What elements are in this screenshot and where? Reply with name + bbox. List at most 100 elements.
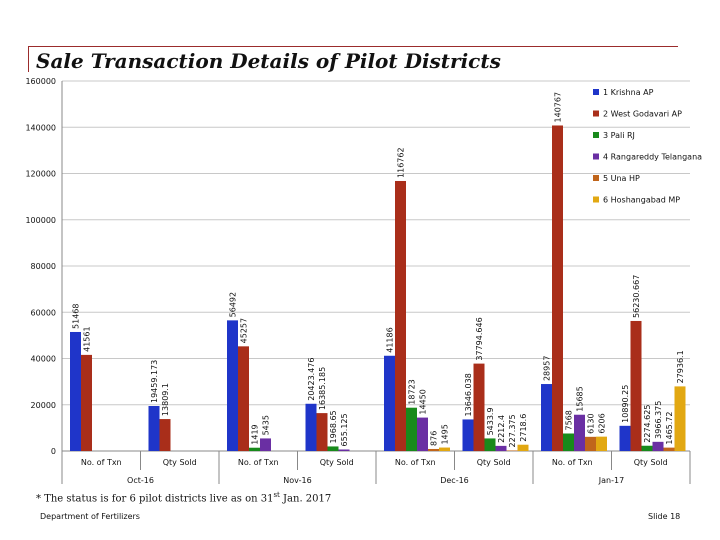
bar <box>574 414 585 451</box>
y-tick-label: 40000 <box>31 355 56 364</box>
bar <box>563 433 574 451</box>
bar <box>148 406 160 451</box>
bar <box>338 449 350 451</box>
data-label: 41561 <box>83 326 92 351</box>
bar <box>316 413 328 451</box>
y-tick-label: 80000 <box>31 262 56 271</box>
metric-label: Qty Sold <box>477 458 511 467</box>
data-label: 56492 <box>229 292 238 317</box>
bar <box>395 180 406 452</box>
bar <box>506 450 518 451</box>
data-label: 37794.646 <box>475 317 484 360</box>
month-label: Oct-16 <box>127 476 154 485</box>
bar <box>674 386 686 451</box>
legend-label: 6 Hoshangabad MP <box>603 196 680 205</box>
data-label: 5435 <box>262 415 271 435</box>
legend-swatch <box>593 175 599 181</box>
data-label: 116762 <box>397 147 406 178</box>
legend-label: 2 West Godavari AP <box>603 110 682 119</box>
legend-swatch <box>593 110 599 117</box>
bar <box>652 441 664 451</box>
bar <box>70 331 81 451</box>
data-label: 227.375 <box>508 414 517 447</box>
data-label: 1495 <box>441 424 450 444</box>
bar <box>641 445 653 451</box>
legend-label: 1 Krishna AP <box>603 88 654 97</box>
data-label: 140767 <box>554 92 563 123</box>
bar <box>260 438 271 451</box>
data-label: 16385.185 <box>318 367 327 410</box>
chart-title: Sale Transaction Details of Pilot Distri… <box>36 49 501 73</box>
metric-label: No. of Txn <box>81 458 122 467</box>
metric-label: No. of Txn <box>552 458 593 467</box>
data-label: 45257 <box>240 318 249 343</box>
bar <box>663 447 675 451</box>
legend-swatch <box>593 153 599 160</box>
metric-label: No. of Txn <box>238 458 279 467</box>
bar <box>495 445 507 451</box>
metric-label: Qty Sold <box>320 458 354 467</box>
footnote: * The status is for 6 pilot districts li… <box>36 491 332 505</box>
bar <box>305 403 317 451</box>
bar <box>238 346 249 451</box>
footer-slide-number: Slide 18 <box>648 512 681 521</box>
data-label: 2274.625 <box>643 405 652 443</box>
y-tick-label: 140000 <box>25 123 56 132</box>
legend-label: 4 Rangareddy Telangana <box>603 153 702 162</box>
month-label: Nov-16 <box>283 476 311 485</box>
footer-department: Department of Fertilizers <box>40 512 140 521</box>
bar <box>384 355 395 451</box>
bar <box>81 354 92 451</box>
data-label: 51468 <box>72 304 81 329</box>
bar <box>473 363 485 451</box>
legend-label: 3 Pali RJ <box>603 131 635 140</box>
data-label: 2718.6 <box>519 414 528 442</box>
data-label: 13809.1 <box>161 383 170 416</box>
y-tick-label: 60000 <box>31 308 56 317</box>
data-label: 56230.667 <box>632 275 641 318</box>
y-tick-label: 0 <box>51 447 56 456</box>
data-label: 18723 <box>408 379 417 404</box>
data-label: 10890.25 <box>621 385 630 423</box>
bar <box>619 425 631 451</box>
data-label: 14450 <box>419 389 428 414</box>
data-label: 20423.476 <box>307 358 316 401</box>
bar <box>552 125 563 451</box>
data-label: 3966.375 <box>654 401 663 439</box>
bar <box>585 436 596 451</box>
data-label: 1419 <box>251 424 260 444</box>
data-label: 28957 <box>543 356 552 381</box>
legend-label: 5 Una HP <box>603 174 640 183</box>
bar <box>517 444 529 451</box>
bar <box>541 384 552 451</box>
legend-swatch <box>593 89 599 95</box>
data-label: 6206 <box>598 413 607 433</box>
data-label: 2212.4 <box>497 415 506 443</box>
bar <box>249 447 260 451</box>
data-label: 19459.173 <box>150 360 159 403</box>
data-label: 13646.038 <box>464 373 473 416</box>
bar <box>484 438 496 451</box>
month-label: Dec-16 <box>440 476 469 485</box>
bar <box>327 446 339 451</box>
data-label: 655.125 <box>340 413 349 446</box>
bar <box>417 417 428 451</box>
bar <box>630 320 642 451</box>
legend-swatch <box>593 196 599 203</box>
y-tick-label: 100000 <box>25 216 56 225</box>
metric-label: No. of Txn <box>395 458 436 467</box>
bar <box>406 407 417 451</box>
data-label: 5433.9 <box>486 407 495 435</box>
bar <box>462 419 474 451</box>
bar <box>428 448 439 451</box>
title-rule <box>28 46 678 47</box>
month-label: Jan-17 <box>598 476 624 485</box>
metric-label: Qty Sold <box>163 458 197 467</box>
data-label: 15685 <box>576 386 585 411</box>
data-label: 1968.65 <box>329 410 338 443</box>
data-label: 41186 <box>386 327 395 352</box>
legend-swatch <box>593 132 599 138</box>
y-tick-label: 120000 <box>25 170 56 179</box>
bar <box>227 320 238 451</box>
